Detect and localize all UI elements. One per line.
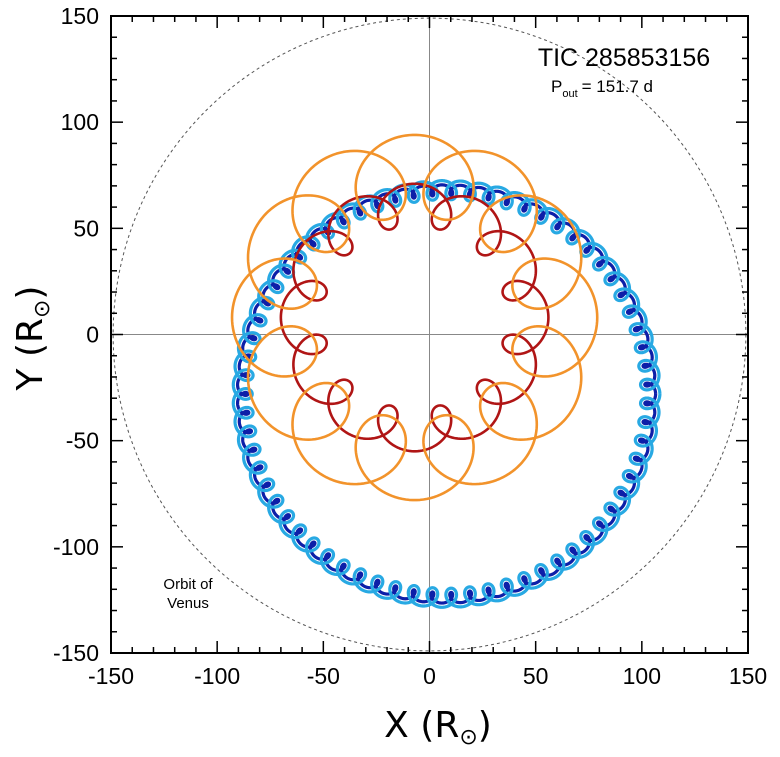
y-tick-label: 0 — [86, 322, 99, 348]
x-axis-label-sub: ⊙ — [459, 725, 477, 750]
x-tick-label: 0 — [423, 663, 436, 689]
y-axis-label-sub: ⊙ — [30, 300, 55, 318]
x-tick-label: 50 — [523, 663, 549, 689]
x-axis-label: X (R⊙) — [384, 705, 492, 750]
x-tick-label: -50 — [307, 663, 340, 689]
y-tick-label: -100 — [53, 534, 99, 560]
venus-label-line1: Orbit of — [163, 576, 213, 593]
y-tick-label: 100 — [61, 109, 99, 135]
period-annotation: Pout = 151.7 d — [551, 77, 653, 100]
series-inner-binary-secondary — [231, 179, 662, 609]
x-axis-label-close: ) — [478, 705, 492, 746]
x-tick-label: -100 — [194, 663, 240, 689]
x-tick-label: -150 — [88, 663, 134, 689]
x-axis-label-main: X (R — [384, 705, 459, 746]
x-tick-label: 150 — [729, 663, 767, 689]
tick-labels-layer: -150 -100 -50 0 50 100 150 -150 -100 -50 0 50 100 150 — [53, 3, 767, 689]
venus-label-line2: Venus — [167, 595, 209, 612]
y-tick-label: 150 — [61, 3, 99, 29]
series-outer-star-primary — [279, 182, 550, 453]
x-tick-label: 100 — [623, 663, 661, 689]
y-tick-label: -50 — [66, 428, 99, 454]
y-tick-label: -150 — [53, 640, 99, 666]
period-subscript: out — [562, 88, 577, 100]
y-axis-label-close: ) — [10, 286, 51, 300]
chart-title: TIC 285853156 — [538, 44, 710, 72]
y-axis-label: Y (R⊙) — [10, 286, 55, 392]
period-value: = 151.7 d — [582, 77, 653, 96]
y-tick-label: 50 — [73, 215, 99, 241]
y-axis-label-main: Y (R — [10, 318, 51, 392]
series-outer-star-secondary — [230, 133, 599, 502]
period-symbol: P — [551, 77, 562, 96]
axes-frame-layer — [110, 15, 749, 654]
